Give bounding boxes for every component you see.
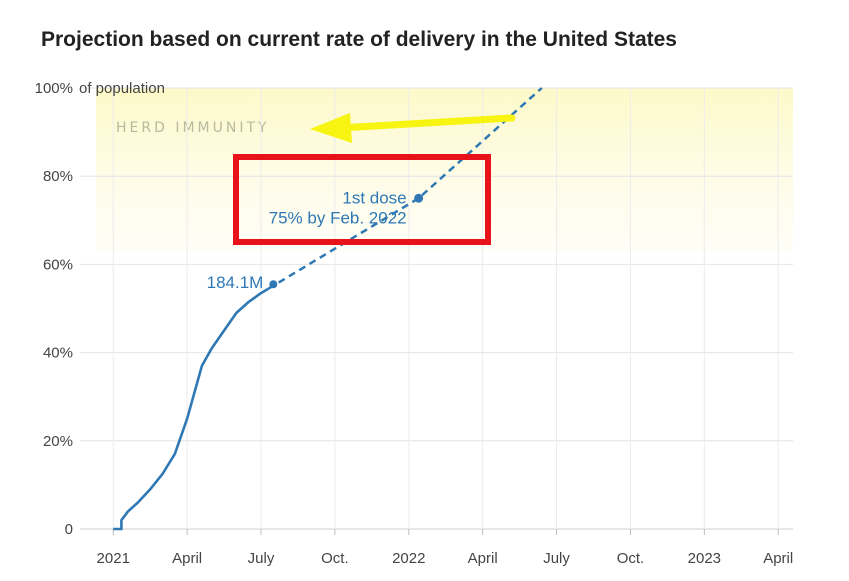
y-tick-label: 80%: [43, 168, 73, 185]
y-tick-label: 0: [65, 521, 73, 538]
projection-point-marker: [414, 193, 424, 203]
current-total-label: 184.1M: [207, 273, 264, 292]
arrow-head-icon: [310, 113, 352, 143]
x-tick-label: Oct.: [321, 550, 349, 567]
current-point-marker: [269, 280, 278, 289]
actual-vaccination-line: [113, 287, 270, 531]
x-tick-label: 2021: [97, 550, 130, 567]
first-dose-label: 1st dose: [342, 188, 406, 207]
x-tick-label: April: [172, 550, 202, 567]
herd-immunity-band: [96, 88, 793, 252]
first-dose-date-label: 75% by Feb. 2022: [269, 208, 407, 227]
y-tick-label: 40%: [43, 345, 73, 362]
x-tick-label: April: [763, 550, 793, 567]
x-tick-label: 2023: [688, 550, 721, 567]
x-tick-label: April: [468, 550, 498, 567]
highlight-box: [233, 154, 491, 245]
x-tick-label: Oct.: [617, 550, 645, 567]
herd-immunity-label: HERD IMMUNITY: [116, 120, 270, 136]
x-tick-label: July: [543, 550, 570, 567]
chart-title: Projection based on current rate of deli…: [41, 28, 677, 51]
y-tick-label: 20%: [43, 433, 73, 450]
x-tick-label: July: [248, 550, 275, 567]
arrow-shaft: [336, 114, 516, 132]
y-tick-label: 60%: [43, 256, 73, 273]
x-tick-label: 2022: [392, 550, 425, 567]
y-tick-label: 100%: [35, 80, 73, 97]
y-axis-unit-label: of population: [79, 80, 165, 97]
